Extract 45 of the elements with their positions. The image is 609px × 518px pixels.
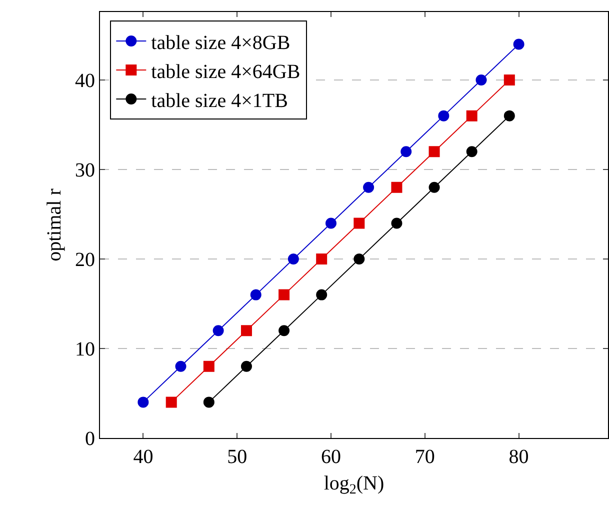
point bbox=[400, 146, 412, 158]
point bbox=[363, 182, 374, 193]
point bbox=[138, 396, 149, 408]
y-tick-label: 30 bbox=[75, 160, 95, 182]
point bbox=[466, 110, 478, 122]
point bbox=[316, 289, 328, 300]
point bbox=[240, 325, 252, 336]
point bbox=[175, 360, 186, 372]
legend-label: table size 4×64GB bbox=[151, 60, 300, 83]
point bbox=[504, 74, 515, 86]
point bbox=[504, 110, 515, 122]
point bbox=[250, 289, 262, 300]
x-tick-label: 60 bbox=[320, 446, 341, 468]
point bbox=[466, 146, 478, 158]
x-tick-label: 40 bbox=[133, 446, 154, 468]
legend-label: table size 4×8GB bbox=[151, 32, 290, 54]
x-tick-label: 70 bbox=[414, 446, 435, 468]
point bbox=[203, 396, 214, 408]
point bbox=[203, 360, 214, 372]
point bbox=[438, 110, 450, 122]
point bbox=[278, 325, 290, 336]
point bbox=[354, 218, 365, 229]
y-tick-label: 20 bbox=[75, 249, 95, 272]
y-tick-label: 10 bbox=[75, 338, 95, 360]
y-tick-label: 40 bbox=[75, 70, 95, 92]
point bbox=[354, 254, 365, 265]
x-tick-label: 80 bbox=[508, 446, 529, 468]
point bbox=[428, 182, 440, 193]
point bbox=[240, 360, 252, 372]
point bbox=[391, 182, 402, 193]
point bbox=[476, 74, 487, 86]
x-tick-label: 50 bbox=[227, 446, 248, 468]
point bbox=[278, 289, 290, 300]
point bbox=[325, 218, 336, 229]
legend-label: table size 4×1TB bbox=[151, 90, 288, 112]
point bbox=[391, 218, 402, 229]
point bbox=[316, 254, 328, 265]
point bbox=[212, 325, 224, 336]
point bbox=[428, 146, 440, 158]
y-axis-title: optimal r bbox=[44, 188, 66, 262]
point bbox=[513, 38, 524, 50]
y-tick-label: 0 bbox=[85, 428, 95, 450]
point bbox=[166, 396, 177, 408]
x-axis-title: log$_{2}$(N) bbox=[324, 472, 384, 498]
point bbox=[288, 254, 299, 265]
